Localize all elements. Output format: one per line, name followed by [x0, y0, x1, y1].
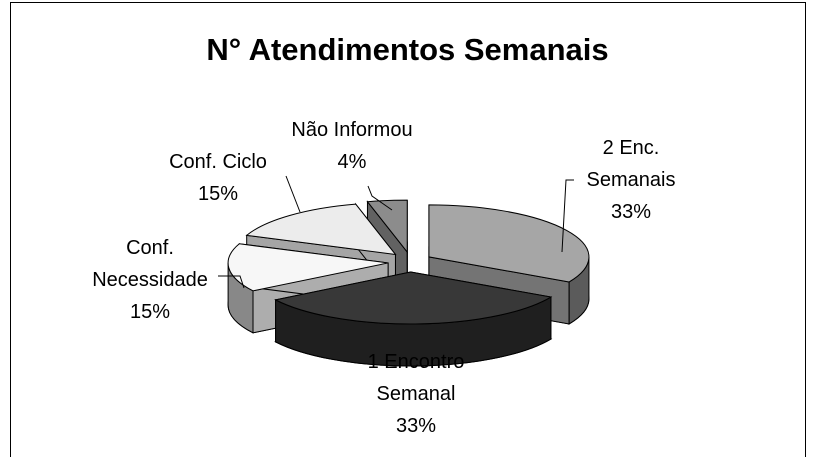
value-label: 4%	[337, 151, 367, 173]
data-label: Conf. Necessidade 15%	[82, 232, 218, 328]
data-label: Conf. Ciclo 15%	[148, 146, 288, 210]
data-label: Não Informou 4%	[282, 114, 422, 178]
slice	[366, 199, 408, 254]
slice	[227, 243, 389, 292]
slice	[245, 203, 397, 256]
category-label: 1 Encontro Semanal	[367, 351, 465, 405]
value-label: 33%	[395, 415, 437, 437]
leader-line	[561, 179, 574, 253]
category-label: Conf. Necessidade	[92, 237, 208, 291]
value-label: 15%	[197, 183, 239, 205]
value-label: 33%	[610, 201, 652, 223]
value-label: 15%	[129, 301, 171, 323]
leader-line	[285, 175, 301, 213]
category-label: 2 Enc. Semanais	[586, 137, 676, 191]
data-label: 2 Enc. Semanais 33%	[572, 132, 690, 228]
slice	[428, 204, 590, 283]
chart-frame	[10, 2, 806, 457]
slice	[274, 271, 553, 325]
leader-line	[367, 185, 393, 211]
leader-line	[218, 275, 245, 289]
data-label: 1 Encontro Semanal 33%	[356, 346, 476, 442]
category-label: Conf. Ciclo	[169, 151, 267, 173]
chart-title: N° Atendimentos Semanais	[206, 32, 609, 67]
category-label: Não Informou	[291, 119, 413, 141]
